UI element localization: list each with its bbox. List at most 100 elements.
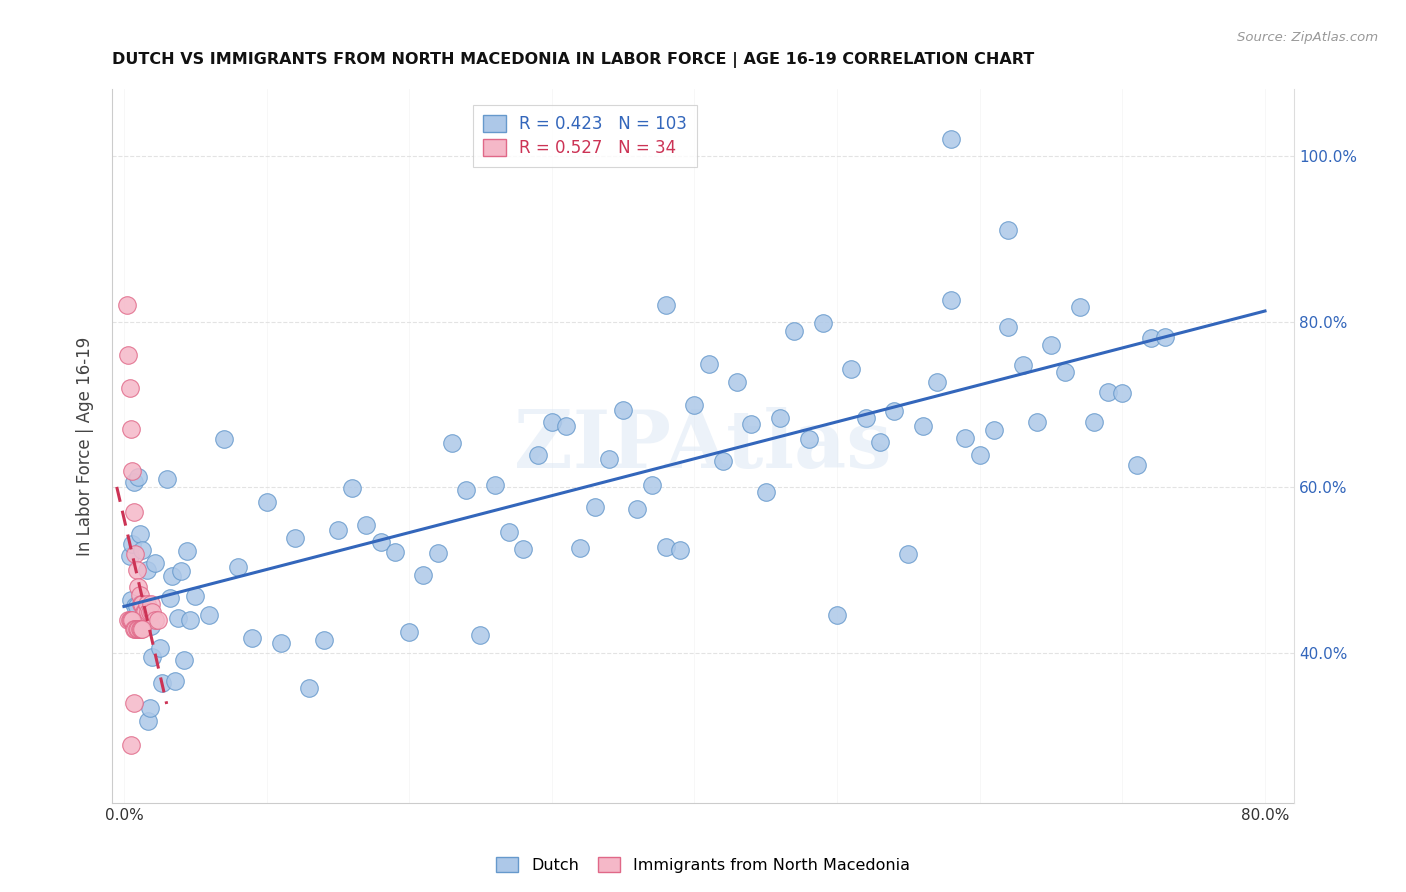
Point: [326, 523, 349, 537]
Point: [125, 622, 148, 636]
Point: [897, 547, 920, 561]
Point: [115, 298, 138, 312]
Point: [997, 319, 1019, 334]
Point: [1154, 330, 1177, 344]
Point: [128, 527, 150, 541]
Point: [598, 451, 620, 466]
Point: [148, 640, 170, 655]
Point: [120, 593, 142, 607]
Point: [640, 478, 662, 492]
Point: [136, 605, 159, 619]
Point: [139, 597, 162, 611]
Point: [969, 448, 991, 462]
Point: [141, 650, 163, 665]
Point: [131, 597, 153, 611]
Point: [143, 556, 166, 570]
Point: [122, 505, 145, 519]
Point: [356, 517, 378, 532]
Point: [270, 635, 292, 649]
Point: [131, 622, 153, 636]
Point: [121, 464, 143, 478]
Text: Source: ZipAtlas.com: Source: ZipAtlas.com: [1237, 31, 1378, 45]
Point: [240, 631, 263, 645]
Point: [118, 549, 141, 563]
Point: [120, 613, 142, 627]
Point: [412, 567, 434, 582]
Point: [134, 605, 156, 619]
Point: [456, 483, 478, 497]
Point: [135, 563, 157, 577]
Point: [173, 652, 195, 666]
Point: [655, 298, 678, 312]
Point: [398, 624, 420, 639]
Point: [697, 357, 720, 371]
Point: [1025, 415, 1047, 429]
Point: [797, 432, 820, 446]
Point: [129, 597, 152, 611]
Point: [911, 419, 934, 434]
Point: [669, 543, 692, 558]
Point: [440, 436, 463, 450]
Point: [555, 419, 578, 434]
Point: [540, 415, 562, 429]
Point: [176, 544, 198, 558]
Point: [139, 618, 162, 632]
Point: [159, 591, 181, 605]
Point: [179, 613, 201, 627]
Point: [156, 472, 179, 486]
Point: [298, 681, 321, 696]
Legend: Dutch, Immigrants from North Macedonia: Dutch, Immigrants from North Macedonia: [489, 851, 917, 880]
Point: [132, 613, 155, 627]
Point: [484, 478, 506, 492]
Text: DUTCH VS IMMIGRANTS FROM NORTH MACEDONIA IN LABOR FORCE | AGE 16-19 CORRELATION : DUTCH VS IMMIGRANTS FROM NORTH MACEDONIA…: [112, 53, 1035, 68]
Point: [997, 223, 1019, 237]
Point: [184, 590, 207, 604]
Point: [122, 696, 145, 710]
Point: [1011, 358, 1033, 372]
Point: [569, 541, 592, 555]
Point: [121, 613, 143, 627]
Point: [1111, 386, 1133, 401]
Point: [152, 676, 174, 690]
Point: [120, 422, 142, 436]
Point: [146, 613, 169, 627]
Point: [1125, 458, 1147, 473]
Point: [124, 599, 146, 613]
Point: [128, 588, 150, 602]
Point: [740, 417, 762, 431]
Point: [626, 502, 648, 516]
Point: [526, 448, 548, 462]
Point: [811, 316, 834, 330]
Point: [127, 580, 149, 594]
Point: [512, 542, 534, 557]
Point: [1140, 331, 1163, 345]
Point: [124, 547, 146, 561]
Point: [1054, 365, 1077, 379]
Point: [212, 432, 235, 446]
Point: [683, 398, 706, 412]
Point: [983, 423, 1005, 437]
Point: [855, 410, 877, 425]
Point: [127, 622, 149, 636]
Point: [117, 348, 139, 362]
Point: [198, 608, 221, 623]
Point: [312, 633, 335, 648]
Point: [825, 607, 848, 622]
Point: [256, 494, 278, 508]
Point: [955, 431, 977, 445]
Point: [1083, 415, 1105, 429]
Point: [121, 537, 143, 551]
Point: [612, 403, 634, 417]
Point: [1069, 300, 1091, 314]
Point: [141, 605, 163, 619]
Point: [869, 434, 891, 449]
Point: [125, 599, 148, 613]
Point: [226, 560, 249, 574]
Point: [135, 597, 157, 611]
Point: [122, 475, 145, 490]
Y-axis label: In Labor Force | Age 16-19: In Labor Force | Age 16-19: [76, 336, 94, 556]
Point: [1097, 384, 1119, 399]
Point: [711, 454, 734, 468]
Point: [162, 569, 184, 583]
Point: [941, 132, 963, 146]
